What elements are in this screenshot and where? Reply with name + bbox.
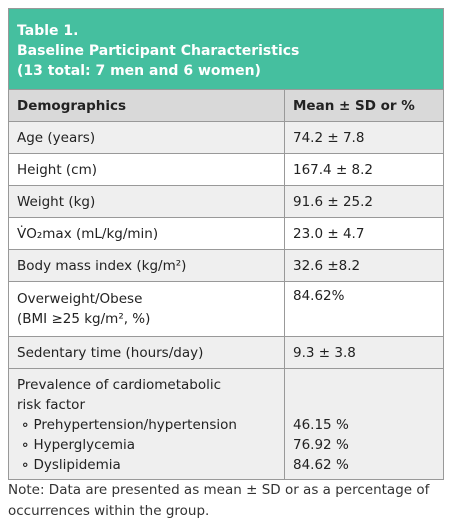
row-label: (BMI ≥25 kg/m², %) <box>17 311 151 327</box>
group-item-label: Dyslipidemia <box>17 455 276 475</box>
row-label: Height (cm) <box>17 161 98 178</box>
table-row: Weight (kg) 91.6 ± 25.2 <box>8 185 444 218</box>
table-row: V̇O₂max (mL/kg/min) 23.0 ± 4.7 <box>8 217 444 250</box>
row-label: Sedentary time (hours/day) <box>17 344 204 361</box>
group-label: risk factor <box>17 397 85 413</box>
table-row: Body mass index (kg/m²) 32.6 ±8.2 <box>8 249 444 282</box>
value-cell: 32.6 ±8.2 <box>284 249 444 282</box>
spacer <box>293 375 435 415</box>
table-row: Age (years) 74.2 ± 7.8 <box>8 121 444 154</box>
label-cell: Sedentary time (hours/day) <box>8 336 285 369</box>
label-cell: Height (cm) <box>8 153 285 186</box>
value-cell: 46.15 % 76.92 % 84.62 % <box>284 368 444 480</box>
table: Demographics Mean ± SD or % Age (years) 7… <box>8 89 444 480</box>
title-line: Table 1. <box>17 23 79 39</box>
table-row: Overweight/Obese (BMI ≥25 kg/m², %) 84.62% <box>8 281 444 337</box>
value-cell: 167.4 ± 8.2 <box>284 153 444 186</box>
title-line: (13 total: 7 men and 6 women) <box>17 63 261 79</box>
group-label: Prevalence of cardiometabolic <box>17 377 222 393</box>
column-header-row: Demographics Mean ± SD or % <box>8 89 444 122</box>
label-cell: Age (years) <box>8 121 285 154</box>
group-item-label: Hyperglycemia <box>17 435 276 455</box>
row-label: V̇O₂max (mL/kg/min) <box>17 225 159 242</box>
value-cell: 9.3 ± 3.8 <box>284 336 444 369</box>
row-label: Weight (kg) <box>17 193 96 210</box>
row-label: Age (years) <box>17 129 96 146</box>
table-header: Table 1. Baseline Participant Characteri… <box>8 8 444 89</box>
title-line: Baseline Participant Characteristics <box>17 43 300 59</box>
label-cell: Weight (kg) <box>8 185 285 218</box>
table-card: Table 1. Baseline Participant Characteri… <box>8 8 444 480</box>
label-cell: Prevalence of cardiometabolic risk factor… <box>8 368 285 480</box>
value-cell: 91.6 ± 25.2 <box>284 185 444 218</box>
group-item-label: Prehypertension/hypertension <box>17 415 276 435</box>
label-cell: Body mass index (kg/m²) <box>8 249 285 282</box>
row-label: Overweight/Obese <box>17 291 143 307</box>
value-cell: 23.0 ± 4.7 <box>284 217 444 250</box>
column-header: Mean ± SD or % <box>284 89 444 122</box>
column-header: Demographics <box>8 89 285 122</box>
note: Note: Data are presented as mean ± SD or… <box>8 482 430 519</box>
group-row: Prevalence of cardiometabolic risk factor… <box>8 368 444 480</box>
value-cell: 74.2 ± 7.8 <box>284 121 444 154</box>
label-cell: Overweight/Obese (BMI ≥25 kg/m², %) <box>8 281 285 337</box>
table-row: Height (cm) 167.4 ± 8.2 <box>8 153 444 186</box>
group-item-value: 76.92 % <box>293 437 349 453</box>
group-item-value: 46.15 % <box>293 417 349 433</box>
group-item-value: 84.62 % <box>293 457 349 473</box>
table-row: Sedentary time (hours/day) 9.3 ± 3.8 <box>8 336 444 369</box>
value-cell: 84.62% <box>284 281 444 337</box>
label-cell: V̇O₂max (mL/kg/min) <box>8 217 285 250</box>
row-label: Body mass index (kg/m²) <box>17 257 187 274</box>
